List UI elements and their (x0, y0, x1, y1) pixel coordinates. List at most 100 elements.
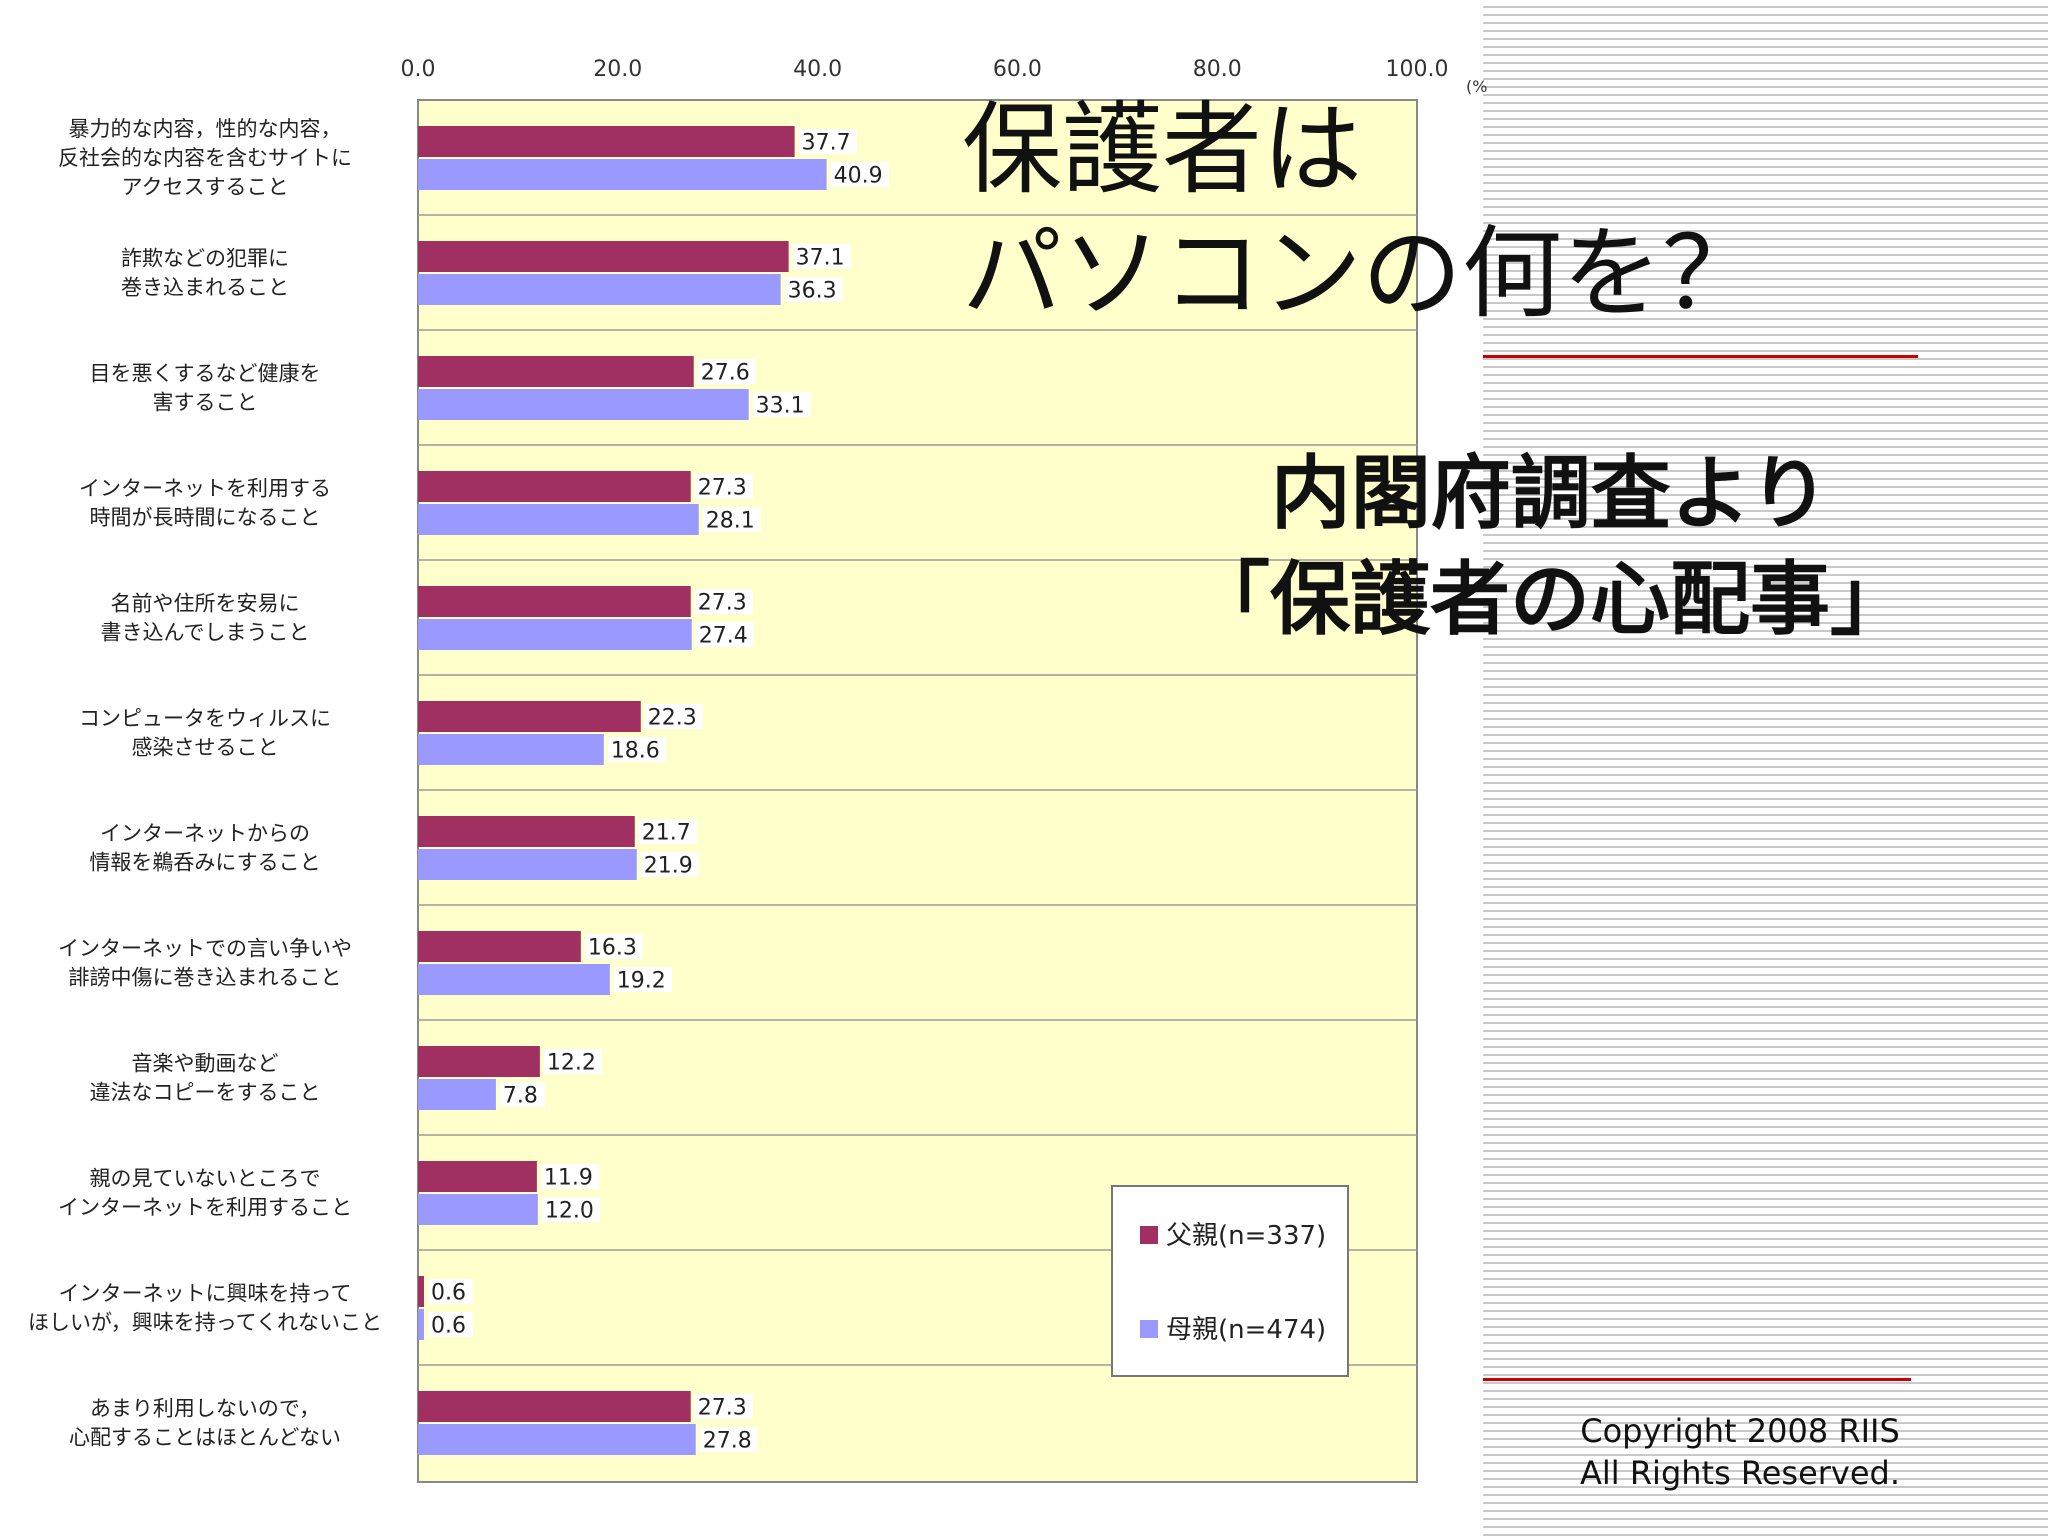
value-label: 12.0 (545, 1199, 594, 1224)
category-label: 害すること (153, 391, 258, 415)
value-label-bg (694, 1394, 753, 1419)
value-label-bg (697, 359, 756, 384)
category-label: 違法なコピーをすること (90, 1081, 321, 1105)
copyright: Copyright 2008 RIIS All Rights Reserved. (1520, 1410, 1960, 1494)
value-label-bg (694, 589, 753, 614)
value-label: 33.1 (756, 394, 805, 419)
bar-father (418, 126, 795, 157)
value-label-bg (640, 852, 699, 877)
bars (418, 126, 827, 1455)
category-label: インターネットからの (100, 822, 310, 846)
value-label-bg (644, 704, 703, 729)
bar-mother (418, 1309, 424, 1340)
slide-title: 保護者は パソコンの何を？ (962, 88, 1762, 336)
value-label: 11.9 (544, 1166, 593, 1191)
x-tick-label: 60.0 (993, 57, 1042, 82)
legend-swatch-mother (1140, 1320, 1158, 1338)
value-label-bg (427, 1279, 473, 1304)
value-label-bg (540, 1164, 599, 1189)
value-label-bg (792, 244, 851, 269)
category-label: 時間が長時間になること (90, 506, 321, 530)
value-label-bg (784, 277, 843, 302)
value-labels: 37.7 40.9 37.1 36.3 27.633.1 27.3 28.1 27.3 27.4… (427, 129, 889, 1454)
bar-mother (418, 159, 827, 190)
copyright-line-2: All Rights Reserved. (1579, 1454, 1901, 1492)
bar-mother (418, 1194, 538, 1225)
value-label: 40.9 (834, 164, 883, 189)
value-label: 19.2 (617, 969, 666, 994)
category-label: 音楽や動画など (132, 1052, 279, 1076)
value-label-bg (702, 507, 761, 532)
value-label-bg (695, 622, 754, 647)
category-label: ほしいが，興味を持ってくれないこと (28, 1311, 382, 1335)
x-tick-label: 40.0 (793, 57, 842, 82)
decorative-stripes (1483, 0, 2048, 1536)
value-label-bg (830, 162, 889, 187)
category-label: あまり利用しないので， (90, 1397, 320, 1421)
category-label: インターネットを利用すること (58, 1196, 352, 1220)
bar-father (418, 1046, 540, 1077)
bar-father (418, 931, 581, 962)
value-label-bg (543, 1049, 602, 1074)
category-label: 暴力的な内容，性的な内容， (69, 117, 342, 141)
value-label-bg (499, 1082, 545, 1107)
value-label-bg (427, 1312, 473, 1337)
bar-mother (418, 1079, 496, 1110)
value-label-bg (798, 129, 857, 154)
value-label-bg (541, 1197, 600, 1222)
bar-mother (418, 734, 604, 765)
bar-father (418, 356, 694, 387)
value-label: 27.3 (698, 591, 747, 616)
value-label: 12.2 (547, 1051, 596, 1076)
category-label: 感染させること (132, 736, 279, 760)
bar-father (418, 586, 691, 617)
bar-mother (418, 389, 749, 420)
value-label: 18.6 (611, 739, 660, 764)
slide-subtitle-line-2: 「保護者の心配事」 (1190, 552, 1910, 646)
slide-title-line-2: パソコンの何を？ (962, 215, 1762, 332)
category-label: 名前や住所を安易に (111, 592, 300, 616)
x-tick-label: 0.0 (401, 57, 436, 82)
bar-father (418, 241, 789, 272)
legend: 父親(n=337) 母親(n=474) (1111, 1185, 1349, 1377)
value-label: 0.6 (431, 1281, 466, 1306)
slide-subtitle-line-1: 内閣府調査より (1270, 446, 1830, 540)
value-label: 27.8 (703, 1429, 752, 1454)
bar-mother (418, 964, 610, 995)
bar-mother (418, 504, 699, 535)
category-label: コンピュータをウィルスに (79, 707, 331, 731)
category-label: 巻き込まれること (121, 276, 289, 300)
category-label: 心配することはほとんどない (69, 1426, 341, 1450)
category-label: 親の見ていないところで (90, 1167, 321, 1191)
bar-father (418, 701, 641, 732)
value-label-bg (584, 934, 643, 959)
category-labels: 暴力的な内容，性的な内容， 反社会的な内容を含むサイトにアクセスすること詐欺などの… (28, 117, 382, 1450)
value-label: 16.3 (588, 936, 637, 961)
x-tick-label: 100.0 (1386, 57, 1449, 82)
value-label: 36.3 (788, 279, 837, 304)
category-label: インターネットを利用する (79, 477, 331, 501)
slide-title-line-1: 保護者は (962, 91, 1362, 208)
category-label: インターネットに興味を持って (59, 1282, 352, 1306)
value-label-bg (752, 392, 811, 417)
category-label: インターネットでの言い争いや (58, 937, 352, 961)
value-label: 0.6 (431, 1314, 466, 1339)
value-label: 27.4 (699, 624, 748, 649)
value-label-bg (638, 819, 697, 844)
value-label: 21.7 (642, 821, 691, 846)
bar-father (418, 1391, 691, 1422)
category-label: 誹謗中傷に巻き込まれること (69, 966, 342, 990)
x-tick-label: 20.0 (593, 57, 642, 82)
legend-swatch-father (1140, 1226, 1158, 1244)
bar-father (418, 1161, 537, 1192)
bar-father (418, 816, 635, 847)
legend-label-mother: 母親(n=474) (1166, 1315, 1326, 1345)
x-axis-ticks: 0.0 20.0 40.0 60.0 80.0 100.0 (401, 57, 1449, 82)
bar-mother (418, 619, 692, 650)
value-label: 21.9 (644, 854, 693, 879)
x-tick-label: 80.0 (1193, 57, 1242, 82)
copyright-line-1: Copyright 2008 RIIS (1580, 1412, 1900, 1450)
value-label: 27.6 (701, 361, 750, 386)
value-label-bg (613, 967, 672, 992)
bar-mother (418, 849, 637, 880)
